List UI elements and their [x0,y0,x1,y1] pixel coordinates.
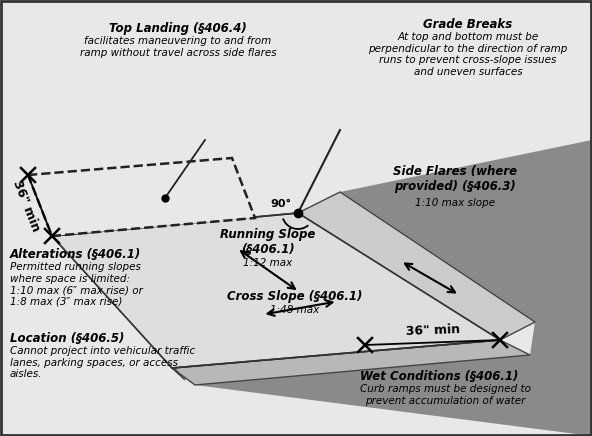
Text: Cross Slope (§406.1): Cross Slope (§406.1) [227,290,363,303]
Polygon shape [195,140,592,436]
Text: Running Slope
(§406.1): Running Slope (§406.1) [220,228,316,256]
Text: Grade Breaks: Grade Breaks [423,18,513,31]
Text: Location (§406.5): Location (§406.5) [10,332,124,345]
Text: 1:12 max: 1:12 max [243,258,292,268]
Text: 90°: 90° [270,199,291,209]
Text: 1:10 max slope: 1:10 max slope [415,198,495,208]
Text: Alterations (§406.1): Alterations (§406.1) [10,248,141,261]
Text: Side Flares (where
provided) (§406.3): Side Flares (where provided) (§406.3) [393,165,517,193]
Polygon shape [298,192,535,340]
Polygon shape [52,213,500,368]
Text: Curb ramps must be designed to
prevent accumulation of water: Curb ramps must be designed to prevent a… [360,384,531,405]
Text: 36" min: 36" min [10,178,42,233]
Polygon shape [52,236,185,380]
Text: At top and bottom must be
perpendicular to the direction of ramp
runs to prevent: At top and bottom must be perpendicular … [368,32,568,77]
Text: Permitted running slopes
where space is limited:
1:10 max (6″ max rise) or
1:8 m: Permitted running slopes where space is … [10,262,143,307]
Text: facilitates maneuvering to and from
ramp without travel across side flares: facilitates maneuvering to and from ramp… [80,36,276,58]
Text: Wet Conditions (§406.1): Wet Conditions (§406.1) [360,370,519,383]
Polygon shape [28,158,255,236]
Text: 1:48 max: 1:48 max [271,305,320,315]
Polygon shape [172,340,530,385]
Text: Top Landing (§406.4): Top Landing (§406.4) [109,22,247,35]
Text: 36" min: 36" min [405,323,460,338]
Text: Cannot project into vehicular traffic
lanes, parking spaces, or access
aisles.: Cannot project into vehicular traffic la… [10,346,195,379]
